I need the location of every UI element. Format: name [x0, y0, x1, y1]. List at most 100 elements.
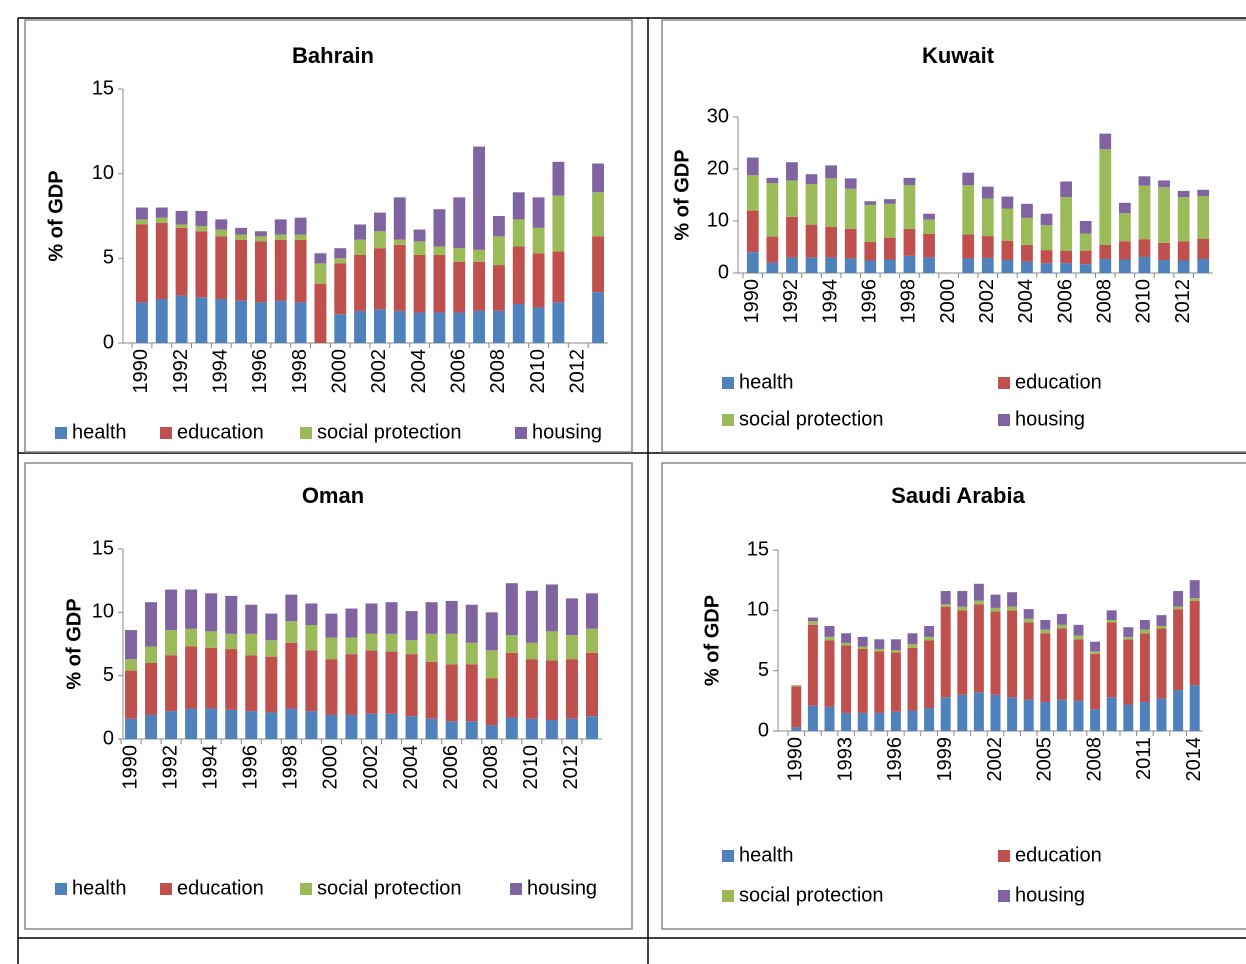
bar-segment: [425, 633, 438, 662]
bar-segment: [565, 635, 578, 660]
bar-segment: [1123, 639, 1134, 705]
bar-segment: [981, 198, 994, 237]
bar-segment: [1007, 697, 1018, 731]
chart-title: Bahrain: [292, 43, 374, 68]
chart-title: Saudi Arabia: [891, 483, 1025, 508]
x-tick-label: 2005: [1034, 737, 1056, 782]
bar-segment: [175, 210, 188, 225]
bar-segment: [857, 712, 868, 731]
bar-segment: [453, 248, 466, 262]
bar-segment: [1189, 580, 1200, 599]
bar-segment: [805, 174, 818, 185]
bar-segment: [807, 621, 818, 625]
bar-segment: [874, 639, 885, 649]
bar-segment: [962, 258, 975, 273]
bar-segment: [1023, 699, 1034, 731]
bar-segment: [1079, 264, 1092, 273]
x-tick-label: 2014: [1183, 737, 1205, 782]
bar-segment: [864, 204, 877, 242]
bar-segment: [1138, 256, 1151, 273]
bar-segment: [1001, 260, 1014, 273]
bar-segment: [1156, 626, 1167, 629]
bar-segment: [305, 711, 318, 739]
x-tick-label: 1990: [741, 279, 763, 324]
bar-segment: [1040, 263, 1053, 273]
bar-segment: [1119, 259, 1131, 273]
bar-segment: [485, 612, 498, 651]
y-axis-label: % of GDP: [671, 149, 693, 240]
bar-segment: [874, 648, 885, 652]
bar-segment: [1189, 685, 1200, 731]
bar-segment: [1007, 606, 1018, 611]
bar-segment: [413, 241, 426, 255]
y-tick-label: 10: [747, 599, 769, 621]
bar-segment: [1001, 196, 1014, 209]
bar-segment: [746, 157, 759, 176]
bar-segment: [485, 650, 498, 679]
bar-segment: [1056, 624, 1067, 629]
bar-segment: [453, 197, 466, 249]
bar-segment: [525, 590, 538, 643]
bar-segment: [1040, 250, 1053, 264]
bar-segment: [565, 598, 578, 636]
y-axis-label: % of GDP: [701, 595, 723, 686]
x-tick-label: 1996: [859, 279, 881, 324]
x-tick-label: 1994: [210, 349, 232, 394]
bar-segment: [492, 310, 505, 343]
bar-segment: [195, 231, 208, 298]
bar-segment: [924, 640, 935, 709]
bar-segment: [185, 708, 198, 739]
bar-segment: [1158, 180, 1170, 188]
bar-segment: [492, 265, 505, 311]
legend-label: housing: [1015, 884, 1085, 906]
bar-segment: [393, 239, 406, 245]
bar-segment: [981, 236, 994, 258]
bar-segment: [1090, 651, 1101, 654]
bar-segment: [245, 604, 258, 634]
bar-segment: [957, 606, 968, 611]
legend-swatch: [998, 377, 1010, 389]
bar-segment: [1023, 609, 1034, 619]
y-tick-label: 15: [92, 77, 114, 99]
bar-segment: [185, 589, 198, 629]
bar-segment: [907, 647, 918, 711]
bar-segment: [465, 604, 478, 643]
y-tick-label: 10: [707, 209, 729, 231]
bar-segment: [155, 298, 168, 343]
bar-segment: [425, 718, 438, 739]
bar-segment: [205, 708, 218, 739]
bar-segment: [962, 234, 975, 259]
bar-segment: [923, 234, 935, 258]
bar-segment: [354, 239, 367, 255]
bar-segment: [413, 312, 426, 343]
bar-segment: [962, 185, 975, 235]
bar-segment: [225, 633, 238, 650]
bar-segment: [532, 253, 545, 308]
bar-segment: [1173, 689, 1184, 731]
legend-label: education: [177, 421, 264, 443]
bar-segment: [973, 583, 984, 601]
bar-segment: [205, 593, 218, 632]
bar-segment: [825, 226, 837, 258]
bar-segment: [1106, 622, 1117, 698]
bar-segment: [1060, 250, 1072, 264]
bar-segment: [385, 651, 398, 714]
legend-label: housing: [532, 421, 602, 443]
bar-segment: [393, 244, 406, 311]
bar-segment: [195, 210, 208, 227]
bar-segment: [890, 650, 901, 653]
bar-segment: [505, 652, 518, 718]
bar-segment: [565, 659, 578, 719]
chart-frames: [24, 19, 1246, 930]
bar-segment: [1197, 258, 1210, 273]
bar-segment: [990, 594, 1001, 608]
bar-segment: [1106, 619, 1117, 623]
legend-label: housing: [1015, 408, 1085, 430]
bar-segment: [592, 163, 605, 193]
bar-segment: [545, 660, 558, 720]
bar-segment: [585, 593, 598, 629]
bar-segment: [903, 185, 916, 229]
bar-segment: [907, 710, 918, 731]
y-tick-label: 15: [92, 537, 114, 559]
bar-segment: [957, 591, 968, 607]
